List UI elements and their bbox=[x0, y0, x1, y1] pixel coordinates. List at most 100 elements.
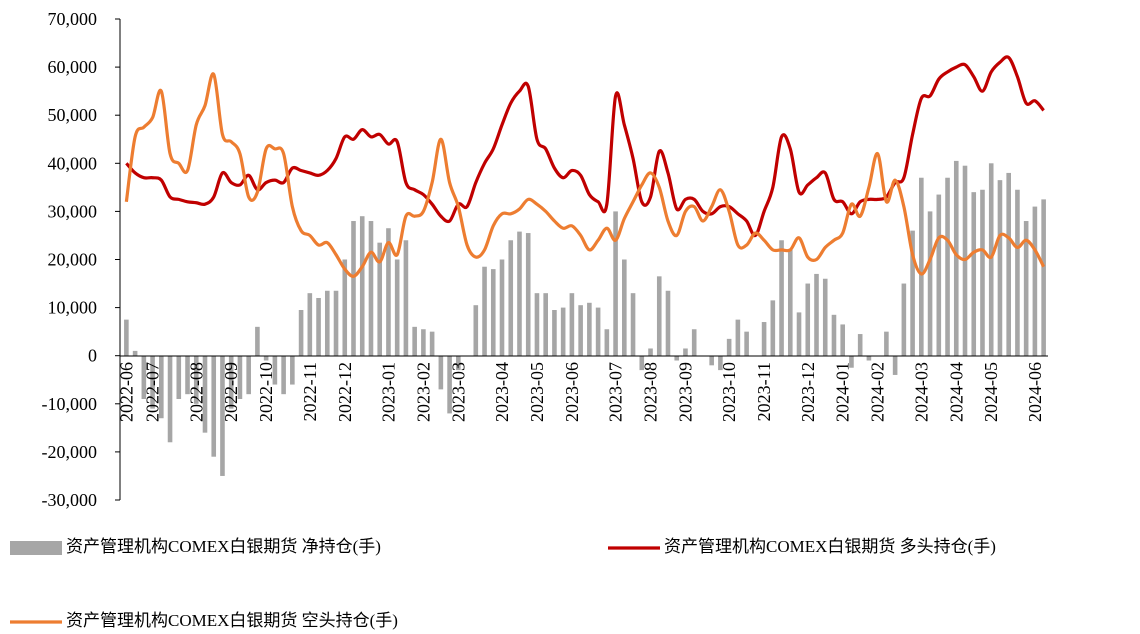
bar bbox=[622, 259, 627, 356]
bar bbox=[822, 278, 828, 356]
bar bbox=[604, 329, 610, 356]
x-tick-label: 2024-03 bbox=[911, 362, 931, 422]
bar bbox=[796, 312, 802, 356]
bar bbox=[1006, 172, 1011, 356]
bar bbox=[569, 293, 575, 356]
bar bbox=[857, 334, 863, 356]
x-tick-label: 2023-02 bbox=[413, 362, 433, 422]
bar bbox=[1041, 199, 1046, 356]
bar bbox=[744, 331, 749, 356]
x-tick-label: 2023-10 bbox=[719, 362, 739, 422]
bar bbox=[255, 326, 260, 356]
bar bbox=[246, 355, 251, 395]
y-tick-label: -20,000 bbox=[42, 442, 98, 462]
bar bbox=[630, 293, 636, 356]
bar bbox=[228, 355, 234, 409]
bar bbox=[1032, 206, 1038, 356]
x-tick-label: 2024-05 bbox=[981, 362, 1001, 422]
x-tick-label: 2023-01 bbox=[378, 362, 398, 422]
bar bbox=[193, 355, 199, 404]
y-tick-label: 10,000 bbox=[48, 298, 98, 318]
bar bbox=[884, 331, 889, 356]
bar bbox=[359, 216, 365, 356]
x-tick-label: 2023-07 bbox=[606, 362, 626, 422]
bar bbox=[263, 355, 269, 361]
bar bbox=[726, 338, 732, 356]
y-tick-label: 0 bbox=[88, 346, 97, 366]
bar bbox=[333, 290, 339, 356]
line bbox=[124, 72, 1046, 278]
bar bbox=[403, 240, 409, 356]
x-tick-label: 2022-07 bbox=[143, 362, 163, 422]
bar bbox=[718, 355, 723, 371]
bar bbox=[919, 177, 924, 356]
bar bbox=[307, 293, 313, 356]
bar bbox=[779, 240, 784, 356]
bar bbox=[997, 180, 1003, 356]
bar bbox=[1023, 221, 1029, 356]
bar bbox=[866, 355, 872, 361]
bar bbox=[560, 307, 566, 356]
x-tick-label: 2024-06 bbox=[1025, 362, 1045, 422]
legend: 资产管理机构COMEX白银期货 净持仓(手) 资产管理机构COMEX白银期货 多头… bbox=[10, 537, 996, 630]
bar bbox=[849, 355, 854, 368]
x-tick-label: 2023-03 bbox=[448, 362, 468, 422]
bar bbox=[211, 355, 217, 457]
legend-label: 资产管理机构COMEX白银期货 净持仓(手) bbox=[66, 537, 381, 556]
bar bbox=[761, 322, 767, 356]
x-tick-label: 2023-08 bbox=[641, 362, 661, 422]
bar bbox=[953, 160, 959, 356]
bar bbox=[945, 177, 950, 356]
bar bbox=[674, 355, 680, 361]
bar bbox=[578, 305, 583, 356]
bar bbox=[456, 355, 461, 371]
bar bbox=[552, 310, 557, 356]
x-tick-label: 2022-06 bbox=[116, 362, 136, 422]
bar bbox=[665, 290, 671, 356]
y-tick-label: -30,000 bbox=[42, 490, 98, 510]
y-tick-label: 30,000 bbox=[48, 201, 98, 221]
bar bbox=[220, 355, 225, 476]
bar bbox=[482, 266, 487, 356]
bar bbox=[377, 242, 383, 356]
bar bbox=[831, 314, 837, 356]
bar bbox=[787, 249, 793, 356]
bar bbox=[805, 283, 811, 356]
lines bbox=[124, 55, 1046, 278]
bar bbox=[525, 233, 531, 356]
x-tick-label: 2022-09 bbox=[221, 362, 241, 422]
x-tick-label: 2023-12 bbox=[798, 362, 818, 422]
bar bbox=[683, 348, 688, 356]
bar bbox=[814, 273, 819, 356]
x-tick-label: 2024-02 bbox=[868, 362, 888, 422]
bar bbox=[534, 293, 540, 356]
x-tick-label: 2022-10 bbox=[256, 362, 276, 422]
y-tick-label: 20,000 bbox=[48, 250, 98, 270]
bar bbox=[421, 329, 426, 356]
bar bbox=[639, 355, 645, 371]
bar bbox=[159, 355, 164, 419]
bar bbox=[499, 259, 505, 356]
bar bbox=[901, 283, 907, 356]
bar bbox=[141, 355, 147, 399]
bar bbox=[351, 221, 356, 356]
bar bbox=[202, 355, 208, 433]
bar bbox=[324, 290, 330, 356]
line bbox=[125, 55, 1045, 238]
x-tick-label: 2023-05 bbox=[527, 362, 547, 422]
bar bbox=[150, 355, 155, 409]
bar bbox=[132, 350, 138, 356]
bar bbox=[290, 355, 295, 385]
y-tick-label: 40,000 bbox=[48, 153, 98, 173]
bar bbox=[910, 230, 915, 356]
x-tick-label: 2022-12 bbox=[335, 362, 355, 422]
bar bbox=[386, 228, 391, 356]
y-tick-label: 60,000 bbox=[48, 57, 98, 77]
bar bbox=[517, 231, 522, 356]
bar bbox=[691, 329, 697, 356]
legend-swatch bbox=[10, 541, 62, 555]
bar bbox=[316, 297, 321, 356]
bar bbox=[473, 305, 479, 356]
bar bbox=[927, 211, 933, 356]
